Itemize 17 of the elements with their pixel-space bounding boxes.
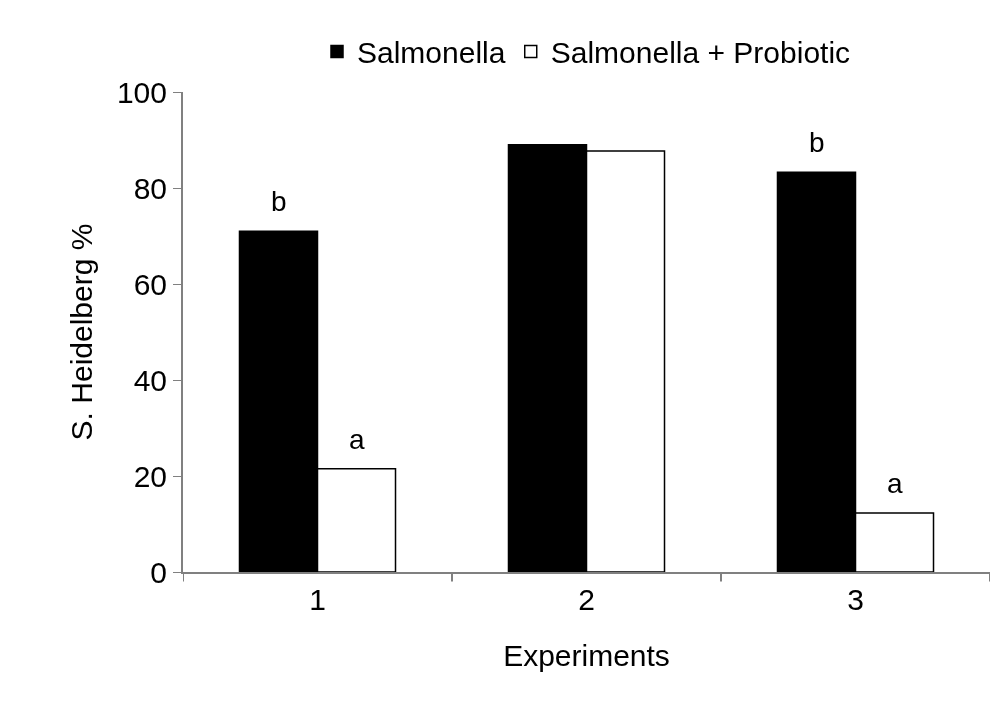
annotation: b [271,186,287,217]
x-tick-label: 2 [578,583,595,616]
y-tick-label: 100 [116,75,167,109]
y-tick-label: 60 [133,267,167,301]
y-axis-title: S. Heidelberg % [65,223,99,441]
y-tick-label: 80 [133,171,167,205]
annotation: a [887,468,903,499]
annotation: a [349,424,365,455]
x-axis-title: Experiments [503,639,670,672]
legend-label: Salmonella [357,36,506,70]
legend-label: Salmonella + Probiotic [550,36,851,70]
x-tick-label: 1 [309,583,326,616]
y-tick-label: 20 [133,459,167,493]
x-tick-label: 3 [847,583,864,616]
annotation: b [809,127,825,158]
y-tick-label: 0 [150,555,167,589]
y-tick-label: 40 [133,363,167,397]
